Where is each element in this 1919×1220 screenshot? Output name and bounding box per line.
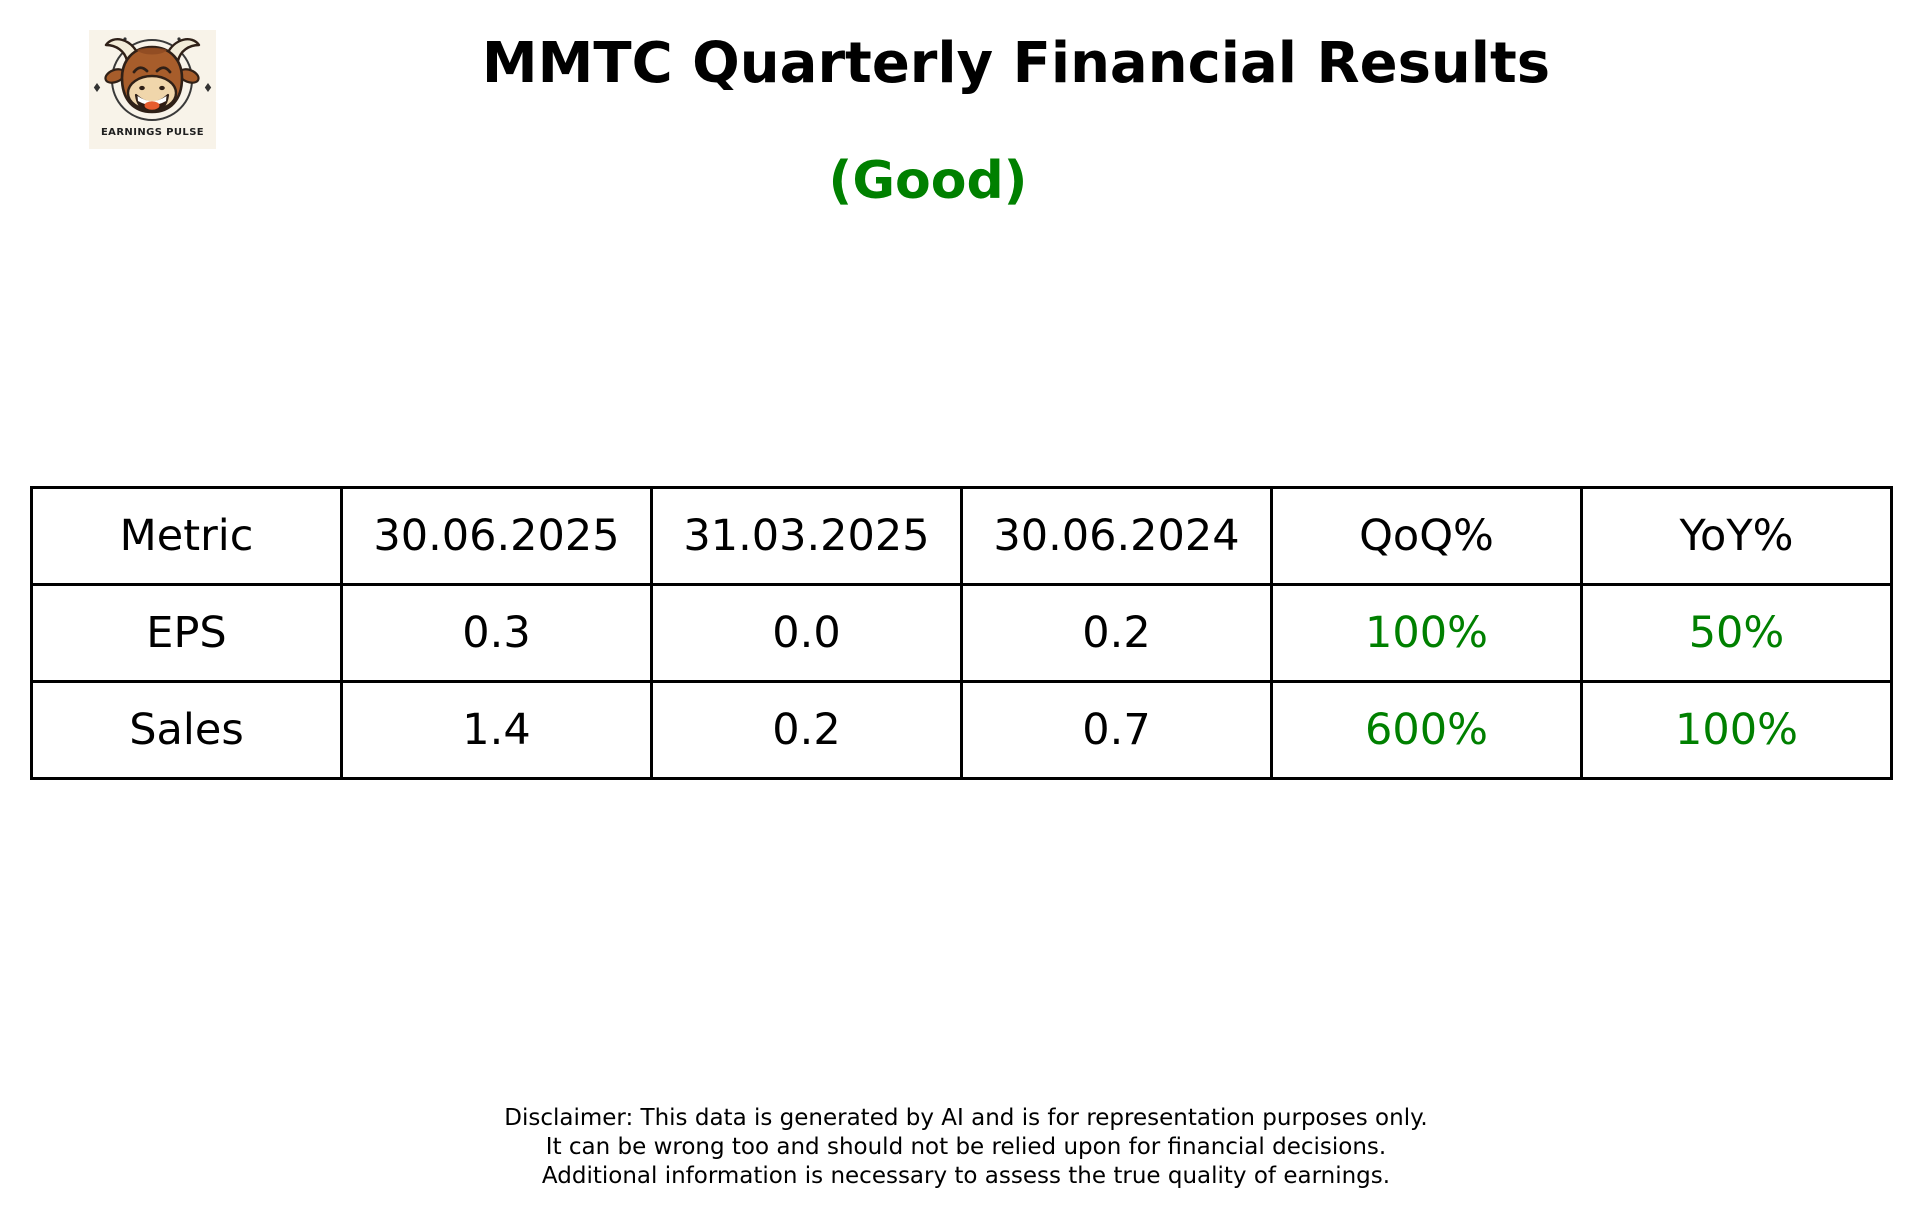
col-header-date-1: 30.06.2025 bbox=[340, 486, 653, 586]
table-row-eps: EPS 0.3 0.0 0.2 100% 50% bbox=[30, 583, 1893, 683]
col-header-qoq: QoQ% bbox=[1270, 486, 1583, 586]
logo-wordmark: EARNINGS PULSE bbox=[100, 127, 205, 138]
col-header-yoy: YoY% bbox=[1580, 486, 1893, 586]
eps-current: 0.3 bbox=[340, 583, 653, 683]
sales-prev-year: 0.7 bbox=[960, 680, 1273, 780]
sales-current: 1.4 bbox=[340, 680, 653, 780]
disclaimer-line: Additional information is necessary to a… bbox=[541, 1163, 1391, 1189]
disclaimer-line: Disclaimer: This data is generated by AI… bbox=[504, 1105, 1428, 1131]
disclaimer: Disclaimer: This data is generated by AI… bbox=[504, 1104, 1427, 1191]
col-header-metric: Metric bbox=[30, 486, 343, 586]
table-header-row: Metric 30.06.2025 31.03.2025 30.06.2024 … bbox=[30, 486, 1893, 586]
sales-yoy: 100% bbox=[1580, 680, 1893, 780]
sales-qoq: 600% bbox=[1270, 680, 1583, 780]
col-header-date-3: 30.06.2024 bbox=[960, 486, 1273, 586]
sales-prev-quarter: 0.2 bbox=[650, 680, 963, 780]
metric-name: EPS bbox=[30, 583, 343, 683]
disclaimer-line: It can be wrong too and should not be re… bbox=[545, 1134, 1387, 1160]
metric-name: Sales bbox=[30, 680, 343, 780]
page-title: MMTC Quarterly Financial Results bbox=[481, 31, 1551, 96]
col-header-date-2: 31.03.2025 bbox=[650, 486, 963, 586]
eps-yoy: 50% bbox=[1580, 583, 1893, 683]
eps-prev-quarter: 0.0 bbox=[650, 583, 963, 683]
financial-results-table: Metric 30.06.2025 31.03.2025 30.06.2024 … bbox=[30, 486, 1893, 780]
verdict-label: (Good) bbox=[828, 151, 1028, 211]
eps-prev-year: 0.2 bbox=[960, 583, 1273, 683]
laughing-bull-icon bbox=[93, 37, 212, 121]
table-row-sales: Sales 1.4 0.2 0.7 600% 100% bbox=[30, 680, 1893, 780]
earnings-pulse-logo: EARNINGS PULSE bbox=[89, 30, 216, 149]
eps-qoq: 100% bbox=[1270, 583, 1583, 683]
